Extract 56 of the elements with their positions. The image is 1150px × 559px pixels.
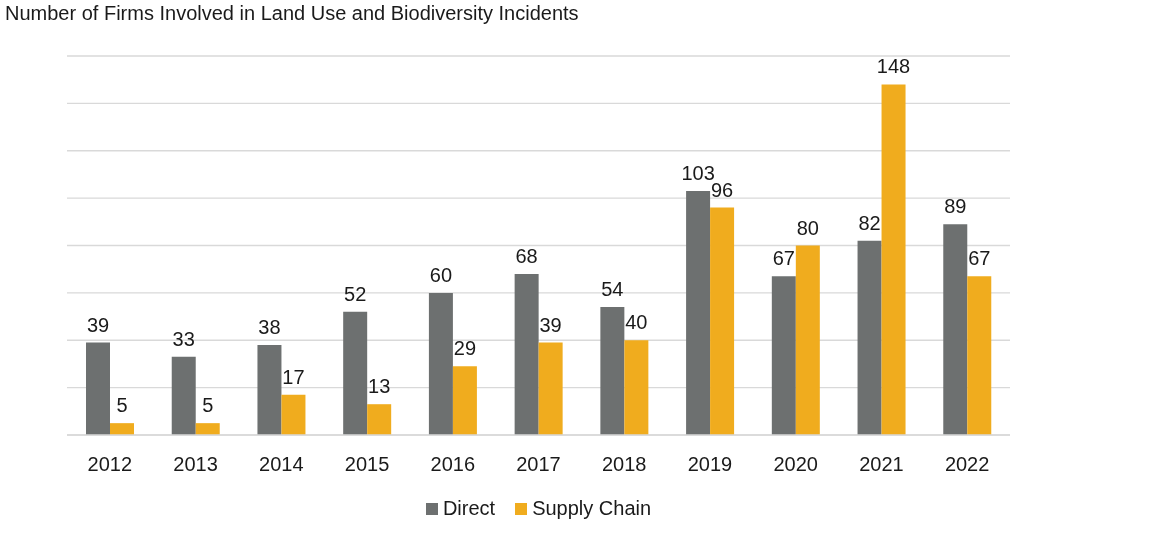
data-label: 80 xyxy=(796,216,819,239)
data-label: 60 xyxy=(429,263,453,286)
data-label: 54 xyxy=(601,278,624,301)
data-label: 52 xyxy=(344,282,367,305)
x-tick-label: 2021 xyxy=(859,453,904,476)
data-label: 5 xyxy=(116,394,128,417)
data-label: 13 xyxy=(368,375,391,398)
data-label: 67 xyxy=(968,247,991,270)
bar xyxy=(686,191,711,435)
data-label: 39 xyxy=(86,313,110,336)
bar xyxy=(257,344,282,435)
bar xyxy=(171,356,196,435)
bar xyxy=(343,311,368,435)
x-tick-label: 2012 xyxy=(87,453,133,476)
bar xyxy=(771,276,796,435)
data-label: 29 xyxy=(453,337,477,360)
chart-title: Number of Firms Involved in Land Use and Biodiversity Incidents xyxy=(5,2,579,25)
bar xyxy=(367,404,392,435)
bar xyxy=(881,84,906,435)
bar xyxy=(281,394,306,435)
bar xyxy=(624,340,649,435)
bar xyxy=(110,423,134,435)
x-tick-label: 2017 xyxy=(516,453,561,476)
x-tick-label: 2015 xyxy=(344,453,390,476)
data-label: 38 xyxy=(258,315,281,338)
bar xyxy=(514,273,539,435)
bar xyxy=(600,307,625,435)
x-tick-label: 2016 xyxy=(430,453,476,476)
bar xyxy=(452,366,477,435)
bar xyxy=(967,276,992,435)
data-label: 5 xyxy=(202,394,214,417)
x-tick-label: 2013 xyxy=(173,453,218,476)
x-tick-label: 2022 xyxy=(944,453,990,476)
data-label: 68 xyxy=(515,244,538,267)
bar xyxy=(195,423,220,435)
bar xyxy=(428,292,453,435)
data-label: 82 xyxy=(858,211,881,234)
x-tick-label: 2020 xyxy=(773,453,818,476)
bar xyxy=(86,342,110,435)
data-label: 39 xyxy=(539,313,562,336)
bar xyxy=(538,342,563,435)
x-tick-label: 2018 xyxy=(601,453,647,476)
x-tick-label: 2014 xyxy=(259,453,304,476)
x-tick-label: 2019 xyxy=(687,453,733,476)
data-label: 17 xyxy=(282,365,305,388)
data-label: 40 xyxy=(625,311,648,334)
bar xyxy=(710,207,735,435)
data-label: 33 xyxy=(172,327,195,350)
bar xyxy=(795,245,820,435)
legend-label: Supply Chain xyxy=(532,497,652,520)
legend-label: Direct xyxy=(442,497,496,520)
data-label: 89 xyxy=(944,195,967,218)
bar xyxy=(943,224,968,435)
data-label: 148 xyxy=(876,55,911,78)
data-label: 67 xyxy=(772,247,795,270)
bar xyxy=(857,240,882,435)
